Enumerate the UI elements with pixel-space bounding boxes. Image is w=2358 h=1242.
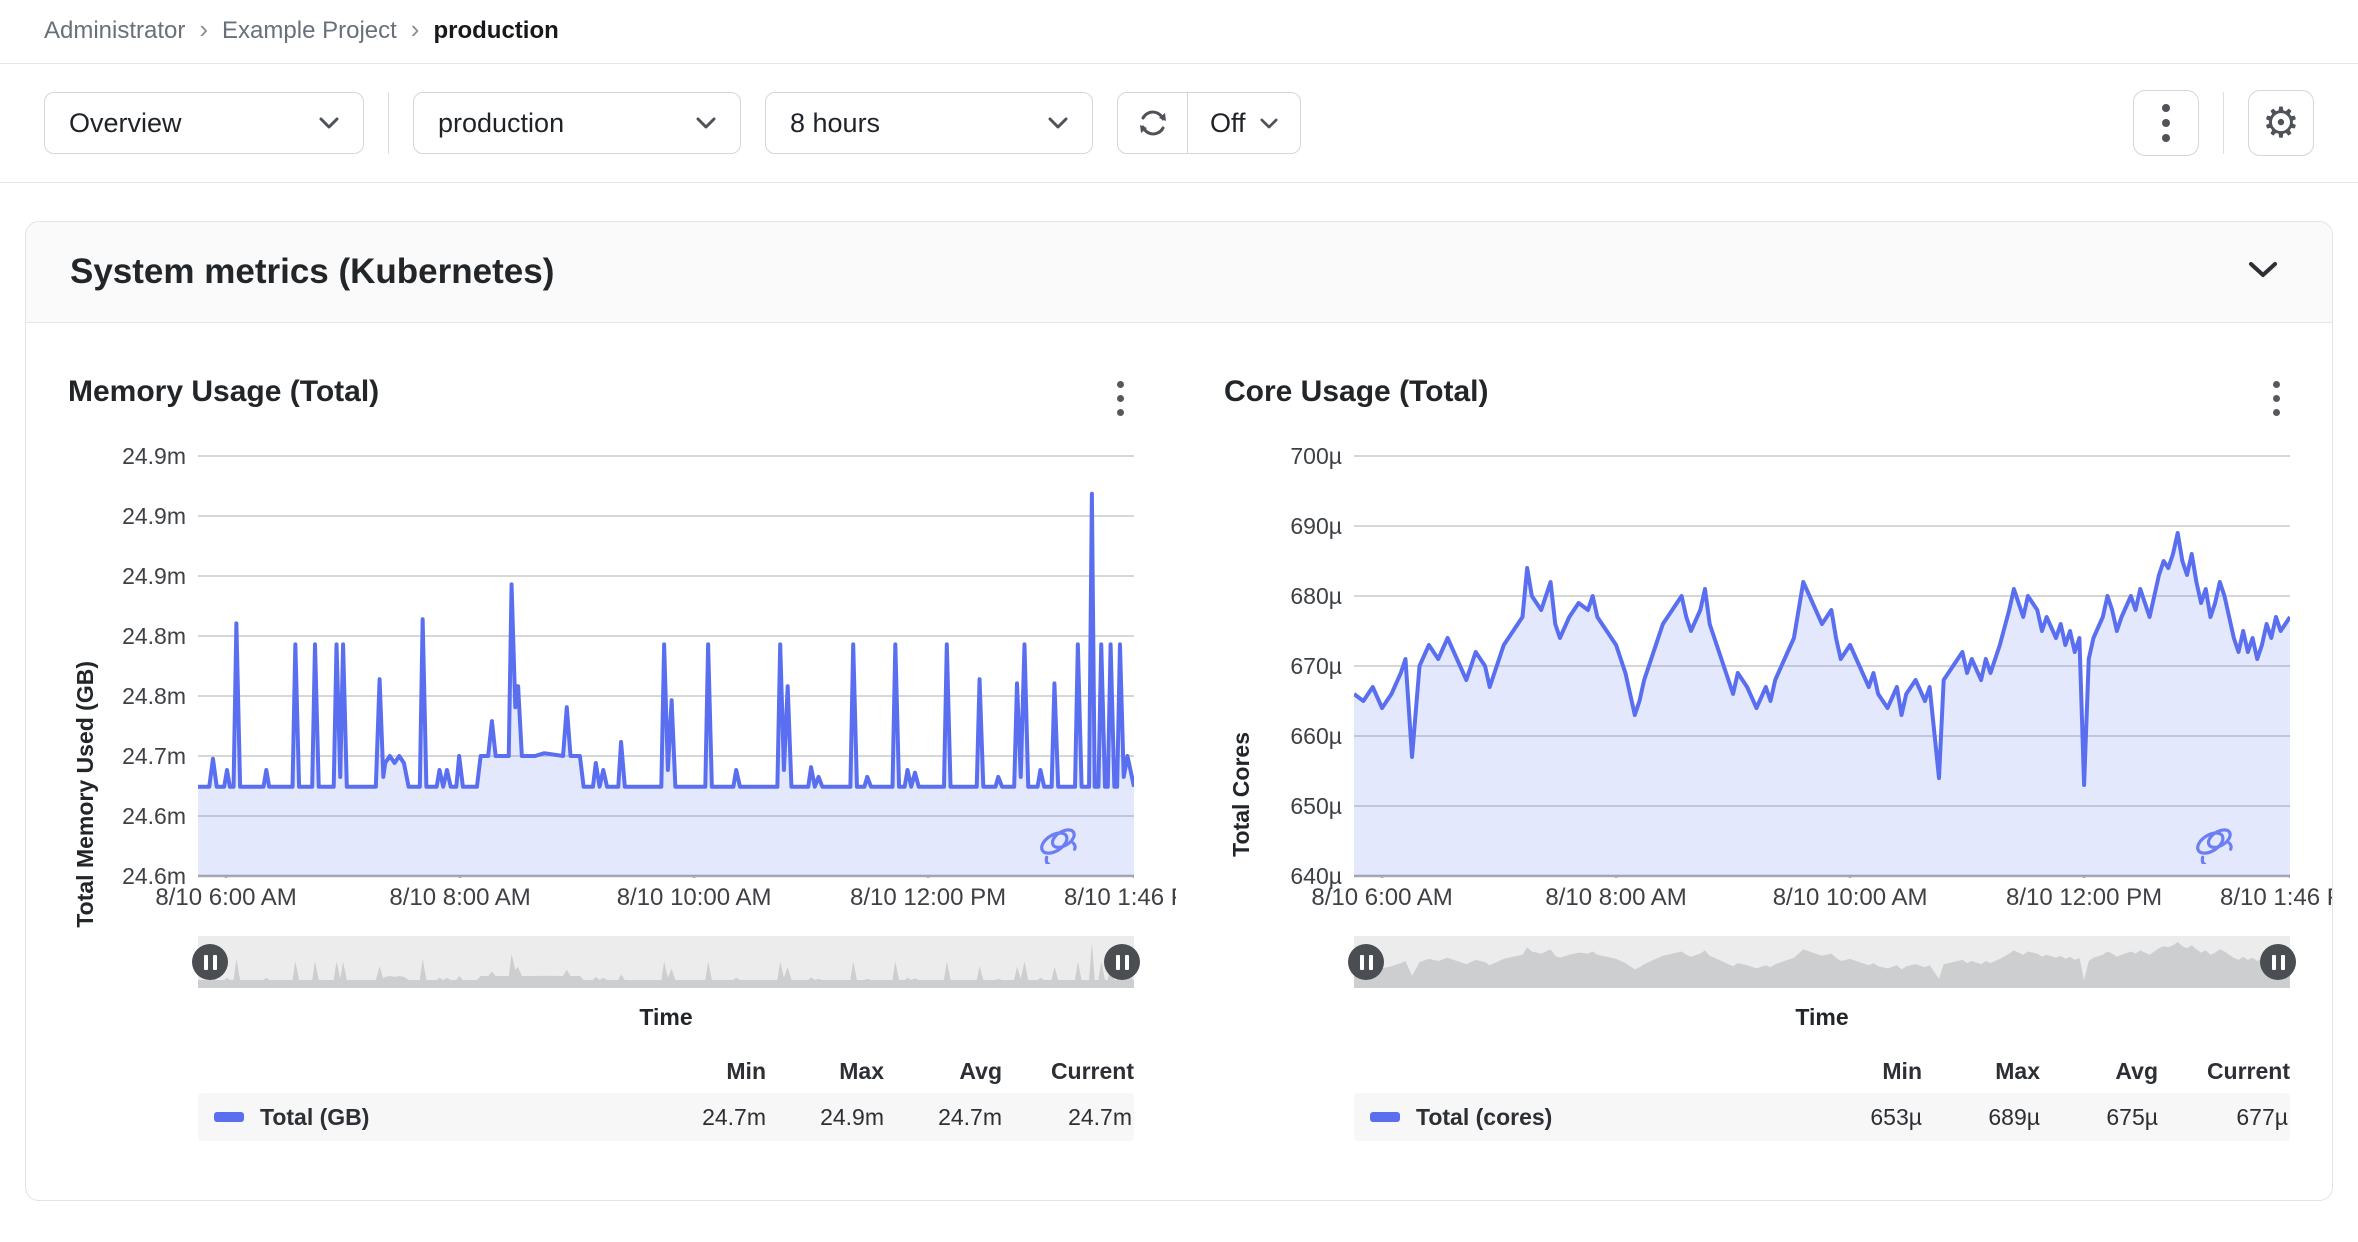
top-bar: Administrator › Example Project › produc… [0,0,2358,64]
brush-mini-chart [1354,936,2290,988]
memory-usage-panel: Memory Usage (Total) Total Memory Used (… [68,357,1176,1141]
chevron-down-icon [1259,118,1278,128]
legend-col-current: Current [2206,1057,2290,1084]
legend-col-avg: Avg [2115,1057,2158,1084]
legend-col-max: Max [1995,1057,2040,1084]
y-axis-title: Total Memory Used (GB) [71,661,98,928]
time-range-select[interactable]: 8 hours [765,92,1093,154]
series-name: Total (GB) [260,1103,370,1130]
refresh-interval-value: Off [1210,107,1246,138]
rocket-doodle-watermark [1040,828,1077,864]
x-axis-ticks: 8/10 6:00 AM 8/10 8:00 AM 8/10 10:00 AM 8/1… [1311,884,2332,911]
chevron-down-icon [319,117,339,129]
series-current: 677µ [2236,1103,2288,1130]
y-axis-ticks: 24.9m 24.9m 24.9m 24.8m 24.8m 24.7m 24.6m 24.6m [122,443,186,889]
gear-icon: ⚙ [2262,99,2300,146]
breadcrumb-separator: › [410,14,420,44]
chevron-down-icon [696,117,716,129]
legend-row[interactable]: Total (cores) 653µ 689µ 675µ 677µ [1354,1093,2290,1141]
environment-select-value: production [438,107,565,138]
series-color-swatch [1370,1112,1400,1122]
toolbar-divider [2223,92,2224,154]
series-avg: 24.7m [938,1103,1002,1130]
core-usage-panel: Core Usage (Total) Total Cores 700µ 690µ 6… [1224,357,2332,1141]
series-max: 24.9m [820,1103,884,1130]
series-avg: 675µ [2106,1103,2158,1130]
breadcrumb: Administrator › Example Project › produc… [0,0,2358,63]
legend-col-min: Min [726,1057,766,1084]
auto-refresh-control: Off [1117,92,1301,154]
chevron-down-icon [2249,262,2277,277]
legend-row[interactable]: Total (GB) 24.7m 24.9m 24.7m 24.7m [198,1093,1134,1141]
series-name: Total (cores) [1416,1103,1553,1130]
refresh-button[interactable] [1118,93,1188,153]
chart-menu-button[interactable] [1107,375,1134,422]
settings-button[interactable]: ⚙ [2248,90,2314,156]
chart-title: Core Usage (Total) [1224,375,1489,408]
time-brush[interactable] [1348,936,2296,988]
section-header: System metrics (Kubernetes) [26,222,2332,323]
section-collapse-button[interactable] [2238,255,2288,289]
legend-col-min: Min [1882,1057,1922,1084]
memory-usage-chart [198,448,1134,878]
y-axis-ticks: 700µ 690µ 680µ 670µ 660µ 650µ 640µ [1290,443,1342,889]
chart-title: Memory Usage (Total) [68,375,380,408]
x-axis-title: Time [1795,1004,1849,1030]
rocket-doodle-watermark [2196,828,2233,864]
brush-mini-chart [198,936,1134,988]
time-range-select-value: 8 hours [790,107,881,138]
time-brush[interactable] [192,936,1140,988]
chart-legend: Min Max Avg Current Total (cores) 653µ 6… [1354,1049,2290,1141]
refresh-interval-select[interactable]: Off [1188,93,1300,153]
system-metrics-card: System metrics (Kubernetes) Memory Usage… [25,221,2333,1201]
brush-handle-left[interactable] [1348,944,1384,980]
brush-handle-right[interactable] [2260,944,2296,980]
series-current: 24.7m [1068,1103,1132,1130]
series-max: 689µ [1988,1103,2040,1130]
environment-select[interactable]: production [413,92,741,154]
breadcrumb-separator: › [199,14,209,44]
x-axis-title: Time [639,1004,693,1030]
legend-col-avg: Avg [959,1057,1002,1084]
view-select-value: Overview [69,107,182,138]
chevron-down-icon [1048,117,1068,129]
series-min: 24.7m [702,1103,766,1130]
charts-row: Memory Usage (Total) Total Memory Used (… [26,323,2332,1141]
kebab-menu-icon [2162,104,2170,142]
more-options-button[interactable] [2133,90,2199,156]
y-axis-title: Total Cores [1227,732,1254,857]
section-title: System metrics (Kubernetes) [70,252,555,291]
core-usage-chart [1354,448,2290,878]
legend-col-current: Current [1050,1057,1134,1084]
x-axis-ticks: 8/10 6:00 AM 8/10 8:00 AM 8/10 10:00 AM 8/1… [155,884,1176,911]
legend-col-max: Max [839,1057,884,1084]
refresh-icon [1139,110,1166,136]
series-min: 653µ [1870,1103,1922,1130]
view-select[interactable]: Overview [44,92,364,154]
brush-handle-right[interactable] [1104,944,1140,980]
breadcrumb-item-project[interactable]: Example Project [222,16,397,44]
series-color-swatch [214,1112,244,1122]
chart-legend: Min Max Avg Current Total (GB) 24.7m 24.… [198,1049,1134,1141]
dashboard-toolbar: Overview production 8 hours Off [0,64,2358,183]
breadcrumb-item-administrator[interactable]: Administrator [44,16,186,44]
breadcrumb-item-current: production [433,16,559,44]
toolbar-divider [388,92,389,154]
chart-menu-button[interactable] [2263,375,2290,422]
brush-handle-left[interactable] [192,944,228,980]
